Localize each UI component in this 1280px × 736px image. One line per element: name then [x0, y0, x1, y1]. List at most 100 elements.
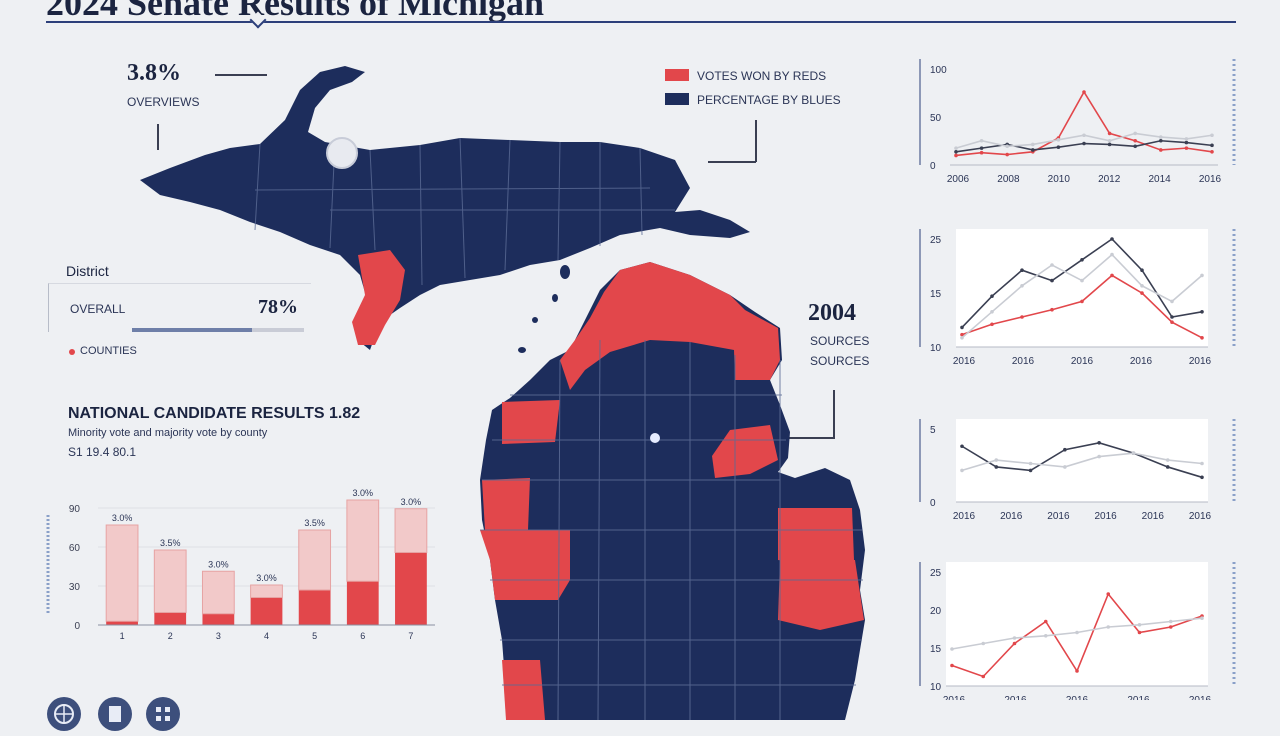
series-point-1: [1028, 461, 1033, 466]
series-point-1: [1210, 143, 1214, 148]
district-progress-fill: [132, 328, 253, 332]
bar-segment-pale: [250, 584, 283, 598]
left-stat-value: 3.8%: [127, 60, 181, 86]
bar-category-label: 3: [216, 631, 221, 641]
series-point-2: [1005, 144, 1009, 149]
series-point-1: [1056, 145, 1061, 149]
globe-icon[interactable]: [47, 697, 81, 731]
series-point-1: [1031, 148, 1035, 152]
chart-ytick-label: 15: [930, 289, 942, 300]
leader-line: [157, 124, 159, 150]
bar-ytick-label: 90: [69, 504, 81, 515]
series-point-0: [1080, 299, 1084, 304]
district-row-label: OVERALL: [70, 302, 126, 316]
chart-xtick-label: 2016: [1071, 356, 1094, 367]
bar-section-subheading: Minority vote and majority vote by count…: [68, 427, 268, 439]
series-point-1: [1012, 636, 1017, 640]
series-point-0: [1005, 152, 1009, 157]
chart-ytick-label: 10: [930, 682, 942, 693]
line-chart-4: 2520151020162016201620162016: [919, 562, 1236, 700]
series-point-0: [1210, 150, 1214, 154]
bar-data-label: 3.0%: [353, 488, 374, 498]
bar-segment-pale: [298, 529, 332, 591]
series-point-1: [960, 468, 964, 473]
chart-xtick-label: 2016: [943, 695, 966, 700]
chart-xtick-label: 2016: [1000, 511, 1023, 522]
chart-panel: [946, 562, 1208, 686]
series-point-0: [1140, 291, 1144, 295]
series-point-0: [1107, 131, 1112, 136]
bar-segment-red: [106, 621, 138, 625]
bar-section-note: S1 19.4 80.1: [68, 445, 137, 459]
series-point-2: [1159, 135, 1163, 139]
series-point-0: [1184, 146, 1189, 150]
series-point-1: [1075, 630, 1079, 635]
series-point-1: [1097, 454, 1101, 459]
chart-xtick-label: 2016: [1012, 356, 1035, 367]
series-point-1: [1140, 268, 1144, 272]
series-point-0: [960, 444, 964, 449]
bar-segment-pale: [153, 549, 187, 613]
district-note-label: COUNTIES: [80, 345, 137, 357]
chart-ytick-label: 0: [930, 161, 936, 172]
bar-category-label: 1: [120, 631, 125, 641]
series-point-1: [990, 294, 994, 298]
series-point-0: [1168, 625, 1173, 629]
series-point-0: [1043, 619, 1048, 624]
chart-xtick-label: 2012: [1098, 174, 1121, 185]
series-point-0: [1020, 315, 1024, 319]
islands: [518, 265, 570, 353]
series-point-1: [1131, 451, 1136, 455]
series-point-0: [950, 663, 954, 668]
grid-icon[interactable]: [146, 697, 180, 731]
series-point-2: [1184, 137, 1189, 141]
series-point-1: [1200, 461, 1204, 466]
chart-ytick-label: 15: [930, 644, 942, 655]
series-point-1: [1050, 278, 1054, 283]
series-point-0: [994, 465, 999, 469]
chart-ytick-label: 50: [930, 113, 942, 124]
chart-ytick-label: 25: [930, 568, 942, 579]
bar-segment-pale: [394, 508, 428, 553]
chart-xtick-label: 2016: [1199, 174, 1222, 185]
series-point-0: [1200, 336, 1204, 340]
bar-category-label: 4: [264, 631, 269, 641]
district-panel: [48, 283, 311, 332]
series-point-1: [1137, 623, 1142, 627]
leader-line: [786, 437, 835, 439]
series-point-1: [1184, 140, 1189, 145]
chart-xtick-label: 2016: [1130, 356, 1153, 367]
note-dot-icon: [69, 349, 75, 355]
series-point-2: [1200, 273, 1204, 278]
bar-segment-red: [346, 581, 379, 625]
series-point-1: [1020, 268, 1024, 272]
chart-xtick-label: 2010: [1048, 174, 1071, 185]
chart-xtick-label: 2008: [997, 174, 1020, 185]
chart-xtick-label: 2006: [947, 174, 970, 185]
series-point-0: [1012, 641, 1017, 646]
chart-xtick-label: 2016: [1189, 511, 1212, 522]
district-progress-track: [132, 328, 304, 332]
page-title: 2024 Senate Results of Michigan: [46, 0, 544, 23]
chart-xtick-label: 2016: [1142, 511, 1165, 522]
series-line-1: [961, 452, 1203, 472]
series-point-1: [1133, 144, 1137, 149]
lake-icon: [326, 137, 358, 169]
series-point-0: [1200, 475, 1204, 480]
right-stat-value: 2004: [808, 300, 856, 326]
series-point-1: [1170, 315, 1174, 319]
series-point-1: [1165, 458, 1170, 462]
bar-data-label: 3.5%: [304, 518, 325, 528]
series-point-2: [1082, 133, 1086, 138]
district-row-value: 78%: [258, 296, 298, 318]
chart-xtick-label: 2016: [1066, 695, 1089, 700]
bar-segment-pale: [201, 570, 235, 615]
bar-category-label: 5: [312, 631, 317, 641]
bar-data-label: 3.0%: [208, 559, 229, 569]
bar-section-heading: NATIONAL CANDIDATE RESULTS 1.82: [68, 405, 361, 422]
series-point-0: [1170, 320, 1174, 324]
center-glow-icon: [650, 433, 660, 443]
chart-ytick-label: 100: [930, 65, 947, 76]
ballot-icon[interactable]: [98, 697, 132, 731]
series-point-0: [1063, 447, 1067, 452]
